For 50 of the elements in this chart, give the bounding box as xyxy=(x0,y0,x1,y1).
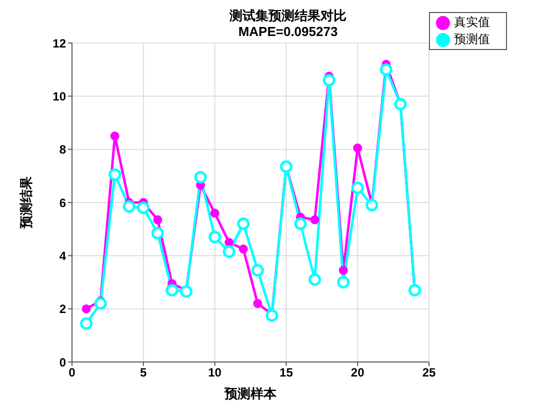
point xyxy=(266,309,278,322)
x-tick-label: 15 xyxy=(280,366,294,380)
y-tick-label: 2 xyxy=(59,302,66,316)
point xyxy=(253,299,262,308)
point xyxy=(351,182,364,194)
point xyxy=(224,238,234,247)
point xyxy=(322,74,336,86)
point xyxy=(166,284,178,296)
legend-label: 预测值 xyxy=(454,32,490,46)
point xyxy=(251,264,264,277)
point xyxy=(366,198,378,212)
chart-subtitle: MAPE=0.095273 xyxy=(238,24,338,39)
point xyxy=(210,208,220,218)
point xyxy=(338,266,348,275)
point xyxy=(337,276,350,288)
point xyxy=(151,226,164,240)
point xyxy=(238,244,248,254)
point xyxy=(82,304,91,314)
point xyxy=(208,230,222,244)
chart-title: 测试集预测结果对比 xyxy=(230,8,346,23)
x-tick-label: 10 xyxy=(208,366,222,380)
x-tick-label: 20 xyxy=(350,366,365,380)
point xyxy=(137,202,150,214)
y-tick-label: 4 xyxy=(59,248,66,263)
point xyxy=(108,168,122,181)
y-tick-label: 0 xyxy=(59,355,66,370)
point xyxy=(308,273,322,286)
point xyxy=(310,215,320,224)
point xyxy=(222,245,236,258)
point xyxy=(110,132,120,141)
x-tick-label: 25 xyxy=(422,366,436,380)
point xyxy=(353,144,362,153)
y-tick-label: 12 xyxy=(52,36,66,50)
y-tick-label: 8 xyxy=(59,142,66,157)
point xyxy=(180,285,192,298)
legend-label: 真实值 xyxy=(454,15,490,29)
point xyxy=(122,200,136,213)
y-axis-title: 预测结果 xyxy=(18,176,34,230)
y-tick-label: 10 xyxy=(52,89,66,104)
point xyxy=(80,317,93,330)
x-axis-title: 预测样本 xyxy=(224,386,278,401)
point xyxy=(294,218,307,230)
point xyxy=(237,218,250,230)
point xyxy=(94,297,107,310)
x-tick-label: 0 xyxy=(68,366,76,380)
y-tick-label: 6 xyxy=(59,196,66,210)
x-tick-label: 5 xyxy=(140,366,148,380)
point xyxy=(153,215,162,224)
point xyxy=(380,63,392,76)
point xyxy=(194,170,207,184)
